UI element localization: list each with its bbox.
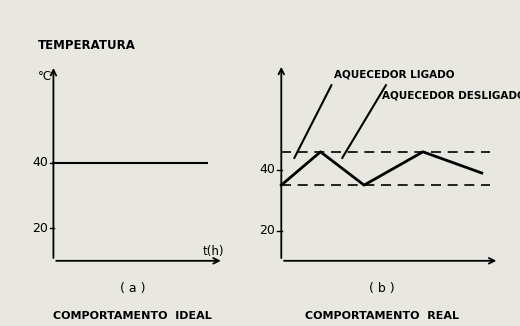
Text: TEMPERATURA: TEMPERATURA xyxy=(38,39,136,52)
Text: COMPORTAMENTO  REAL: COMPORTAMENTO REAL xyxy=(305,311,459,321)
Text: 20: 20 xyxy=(32,222,48,235)
Text: 40: 40 xyxy=(259,163,275,176)
Text: AQUECEDOR LIGADO: AQUECEDOR LIGADO xyxy=(334,69,454,79)
Text: ( a ): ( a ) xyxy=(120,282,146,295)
Text: ( b ): ( b ) xyxy=(369,282,395,295)
Text: 20: 20 xyxy=(259,224,275,237)
Text: °C: °C xyxy=(38,70,52,83)
Text: t(h): t(h) xyxy=(203,245,225,258)
Text: COMPORTAMENTO  IDEAL: COMPORTAMENTO IDEAL xyxy=(53,311,212,321)
Text: 40: 40 xyxy=(32,156,48,170)
Text: AQUECEDOR DESLIGADO: AQUECEDOR DESLIGADO xyxy=(382,90,520,100)
